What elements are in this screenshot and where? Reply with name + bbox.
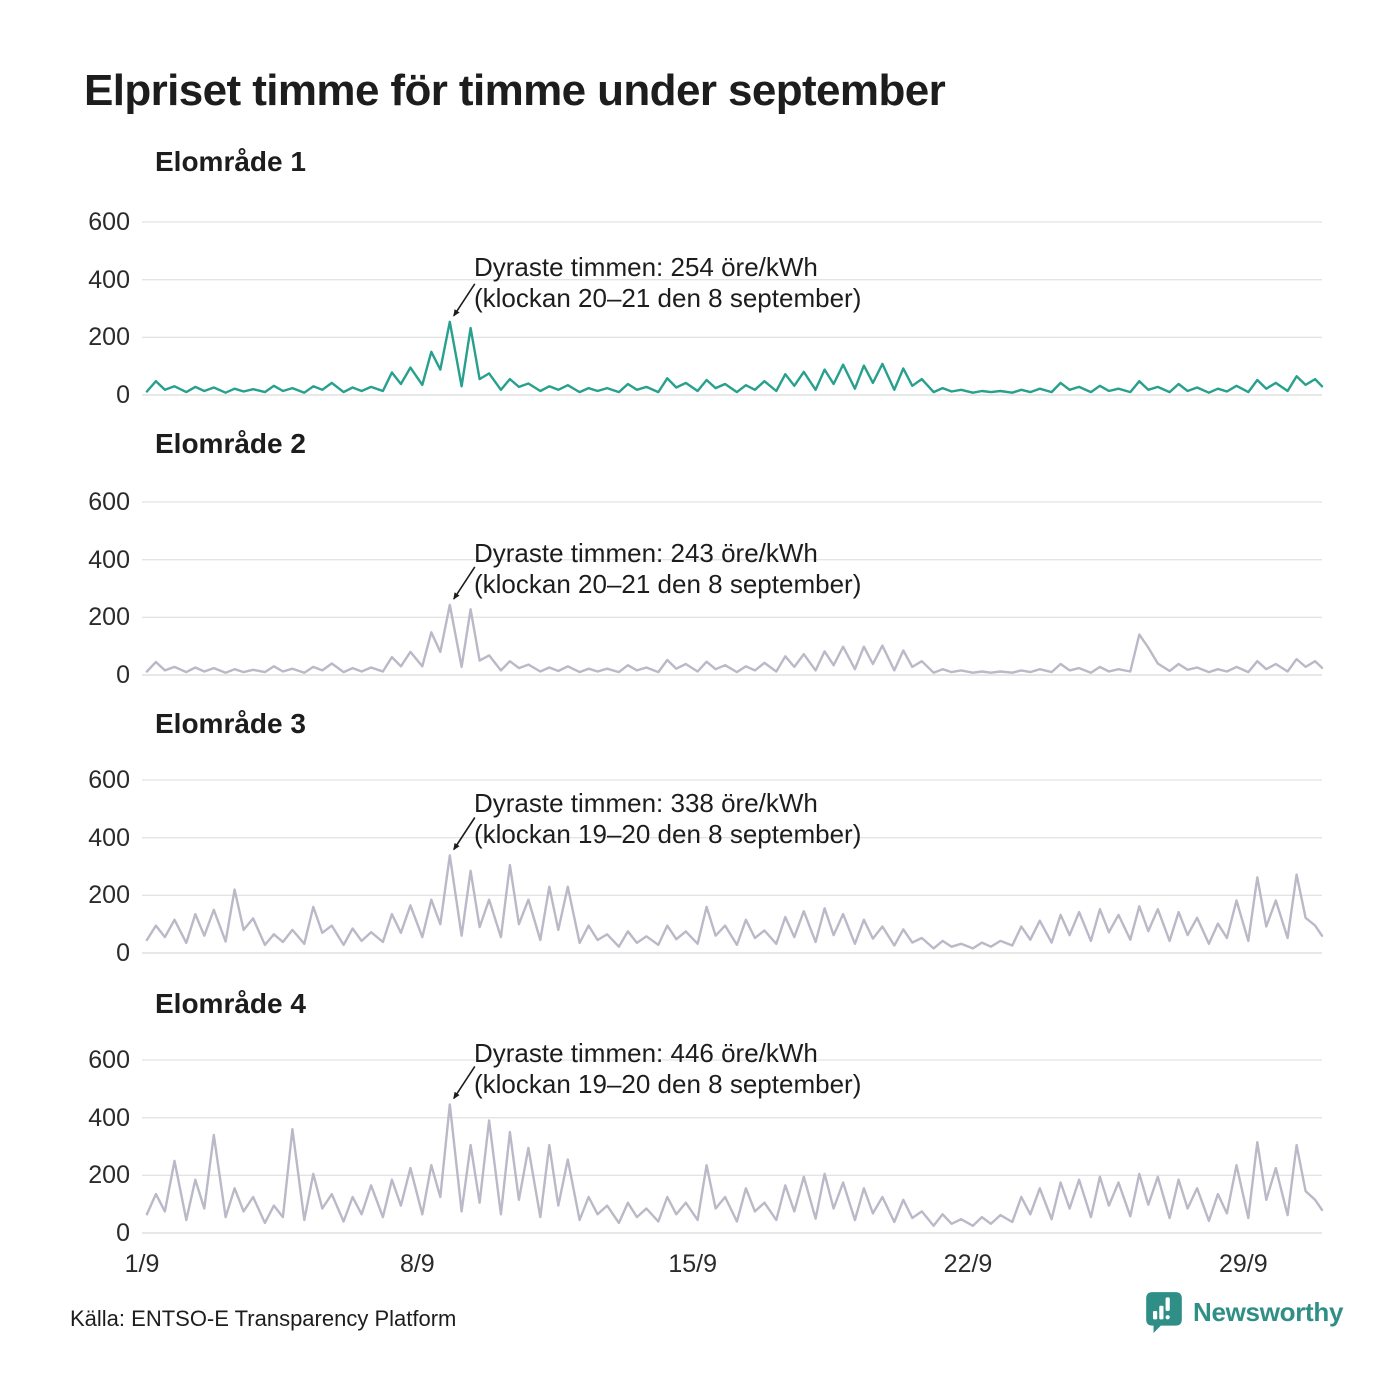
y-tick-label: 0 (116, 381, 130, 409)
y-tick-label: 400 (88, 823, 130, 852)
panel-4-title: Elområde 4 (155, 988, 306, 1019)
x-tick-label: 29/9 (1218, 1250, 1268, 1278)
panel-4-annotation: Dyraste timmen: 446 öre/kWh (klockan 19–… (474, 1038, 861, 1100)
x-tick-label: 8/9 (399, 1250, 435, 1278)
logo-exclamation-dot (1165, 1315, 1170, 1320)
panel-3-title: Elområde 3 (155, 708, 306, 739)
elomrade-4-line-chart (142, 1059, 1324, 1234)
panel-2-annotation: Dyraste timmen: 243 öre/kWh (klockan 20–… (474, 538, 861, 600)
annotation-line-2: (klockan 19–20 den 8 september) (474, 819, 862, 849)
annotation-line-1: Dyraste timmen: 446 öre/kWh (474, 1038, 818, 1068)
y-tick-label: 600 (88, 766, 130, 794)
panel-1-title: Elområde 1 (155, 146, 306, 177)
source-credit: Källa: ENTSO-E Transparency Platform (70, 1306, 457, 1331)
x-tick-label: 15/9 (668, 1250, 717, 1278)
annotation-arrow (453, 1065, 476, 1100)
y-tick-label: 200 (88, 603, 130, 632)
panel-2-title: Elområde 2 (155, 428, 306, 459)
newsworthy-logo-icon (1146, 1292, 1182, 1333)
y-tick-label: 400 (88, 265, 130, 294)
price-line-elområde-4 (145, 1103, 1324, 1227)
logo-exclamation-bar (1165, 1297, 1170, 1311)
logo-bar-short (1153, 1310, 1158, 1320)
x-tick-label: 1/9 (124, 1250, 160, 1278)
annotation-line-1: Dyraste timmen: 243 öre/kWh (474, 538, 818, 568)
brand-name: Newsworthy (1193, 1296, 1344, 1327)
annotation-arrow (453, 817, 476, 851)
y-tick-label: 200 (88, 1161, 130, 1190)
y-tick-label: 600 (88, 1046, 130, 1074)
logo-bar-tall (1159, 1305, 1164, 1320)
annotation-arrow (453, 283, 476, 317)
newsworthy-brand: Newsworthy (1144, 1290, 1343, 1334)
annotation-line-2: (klockan 20–21 den 8 september) (474, 569, 862, 599)
elomrade-1-line-chart (142, 221, 1324, 396)
annotation-arrow (453, 566, 476, 600)
price-line-elområde-2 (145, 603, 1324, 674)
y-tick-label: 0 (116, 939, 130, 967)
y-tick-label: 400 (88, 1103, 130, 1132)
panel-1-annotation: Dyraste timmen: 254 öre/kWh (klockan 20–… (474, 252, 861, 314)
annotation-line-1: Dyraste timmen: 254 öre/kWh (474, 252, 818, 282)
price-line-elområde-1 (145, 320, 1324, 394)
y-tick-label: 600 (88, 488, 130, 516)
panel-3-annotation: Dyraste timmen: 338 öre/kWh (klockan 19–… (474, 788, 861, 850)
elomrade-3-line-chart (142, 779, 1324, 954)
price-line-elområde-3 (145, 854, 1324, 950)
y-tick-label: 200 (88, 323, 130, 352)
annotation-line-2: (klockan 19–20 den 8 september) (474, 1069, 862, 1099)
y-tick-label: 0 (116, 661, 130, 689)
x-tick-label: 22/9 (943, 1250, 993, 1278)
y-tick-label: 400 (88, 545, 130, 574)
elomrade-2-line-chart (142, 501, 1324, 676)
y-tick-label: 0 (116, 1219, 130, 1247)
chart-title: Elpriset timme för timme under september (84, 66, 946, 115)
y-tick-label: 600 (88, 208, 130, 236)
y-tick-label: 200 (88, 881, 130, 910)
annotation-line-2: (klockan 20–21 den 8 september) (474, 283, 862, 313)
annotation-line-1: Dyraste timmen: 338 öre/kWh (474, 788, 818, 818)
